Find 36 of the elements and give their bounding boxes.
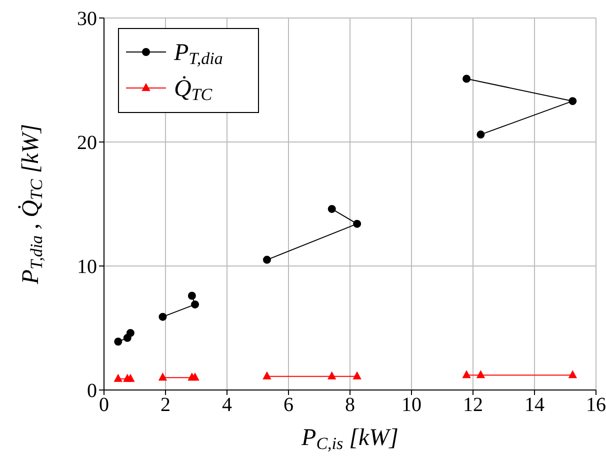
x-tick-label: 4 [222, 394, 232, 416]
x-tick-label: 2 [160, 394, 170, 416]
y-tick-label: 30 [77, 8, 97, 30]
point [191, 373, 200, 381]
point [126, 328, 134, 337]
y-tick-label: 10 [77, 256, 97, 278]
point [476, 370, 485, 378]
x-tick-label: 8 [345, 394, 355, 416]
y-tick-label: 20 [77, 132, 97, 154]
legend-label: P$_{T,dia}$ [173, 40, 223, 68]
point [158, 312, 167, 321]
point [462, 74, 471, 83]
y-tick-label: 0 [87, 380, 97, 402]
point [114, 338, 122, 346]
point [462, 370, 471, 378]
point [353, 220, 362, 228]
x-axis-title: P$_{C,is}$[kW] [300, 425, 398, 454]
point [188, 292, 196, 300]
legend-label: Q̇$_{TC}$ [174, 76, 213, 104]
point [328, 204, 336, 213]
point [568, 370, 577, 378]
x-tick-label: 12 [463, 394, 483, 416]
x-tick-label: 10 [402, 394, 422, 416]
point [114, 374, 122, 382]
point [191, 300, 200, 308]
point [476, 130, 485, 139]
point [353, 372, 362, 380]
x-tick-label: 16 [586, 394, 606, 416]
x-tick-label: 14 [524, 394, 544, 416]
point [262, 372, 271, 380]
point [262, 256, 271, 264]
point [158, 373, 167, 381]
x-tick-label: 6 [284, 394, 294, 416]
point [126, 374, 134, 382]
point [568, 97, 577, 106]
point [328, 372, 336, 380]
